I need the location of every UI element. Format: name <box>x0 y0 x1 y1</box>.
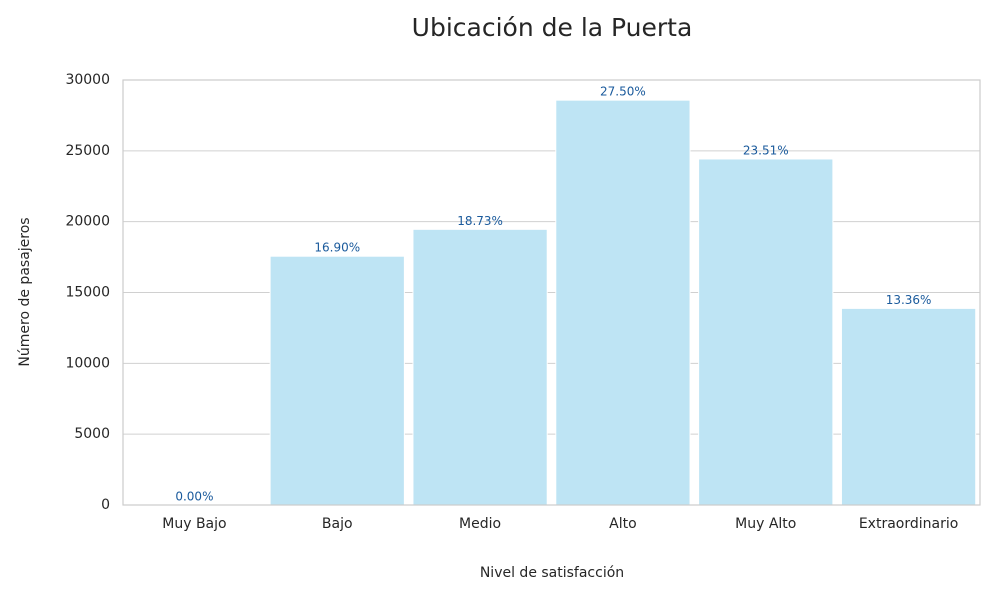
bar <box>555 99 691 506</box>
y-tick-label: 15000 <box>65 285 110 301</box>
y-tick-label: 20000 <box>65 214 110 230</box>
y-tick-label: 0 <box>101 497 110 513</box>
x-tick-label: Alto <box>609 516 637 532</box>
x-tick-label: Extraordinario <box>859 516 958 532</box>
chart-title: Ubicación de la Puerta <box>412 13 693 42</box>
x-tick-label: Muy Alto <box>735 516 796 532</box>
y-tick-label: 10000 <box>65 355 110 371</box>
bar <box>840 307 977 506</box>
data-label: 23.51% <box>743 143 789 157</box>
data-label: 13.36% <box>886 293 932 307</box>
y-tick-label: 30000 <box>65 72 110 88</box>
data-label: 27.50% <box>600 85 646 99</box>
x-axis-label: Nivel de satisfacción <box>480 565 624 581</box>
x-tick-label: Bajo <box>322 516 353 532</box>
bar <box>698 158 834 506</box>
data-label: 0.00% <box>175 489 213 503</box>
x-tick-label: Medio <box>459 516 501 532</box>
data-label: 16.90% <box>314 241 360 255</box>
y-axis-label: Número de pasajeros <box>17 217 33 366</box>
bar <box>269 255 405 506</box>
plot-frame <box>122 79 981 506</box>
bar <box>412 228 548 506</box>
y-tick-label: 5000 <box>74 426 110 442</box>
data-label: 18.73% <box>457 214 503 228</box>
y-tick-label: 25000 <box>65 143 110 159</box>
x-tick-label: Muy Bajo <box>162 516 226 532</box>
